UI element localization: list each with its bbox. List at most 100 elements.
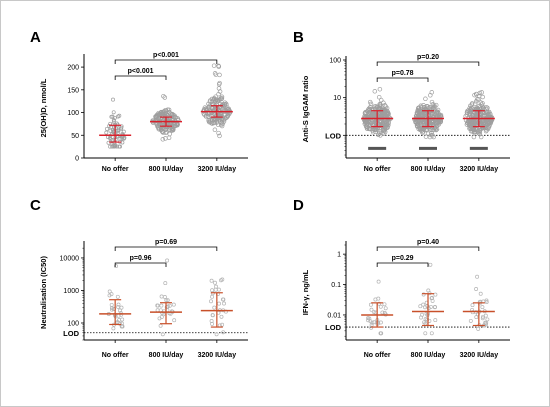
data-point: [209, 99, 215, 104]
data-point: [372, 89, 378, 94]
data-point: [108, 128, 113, 133]
significance-bracket: [376, 77, 429, 82]
data-point: [432, 125, 438, 130]
below-lod-points: [368, 146, 387, 150]
data-point: [480, 104, 486, 110]
data-point: [478, 134, 484, 140]
below-lod-points: [419, 146, 437, 150]
data-point: [116, 128, 121, 133]
p-value-label: p<0.001: [128, 68, 154, 75]
panel-b: B 10 100 Anti-S IgGAM ratio LOD No offer 800 I…: [293, 29, 510, 173]
data-point: [163, 281, 168, 286]
data-point: [383, 306, 388, 311]
data-point: [429, 130, 434, 136]
data-point: [159, 129, 165, 134]
data-point: [120, 317, 125, 322]
y-tick-label: 0.1: [331, 282, 341, 289]
data-point: [415, 124, 420, 129]
data-point: [480, 94, 485, 100]
data-point: [212, 305, 217, 310]
data-point: [226, 106, 231, 111]
data-point: [216, 64, 222, 69]
data-point: [385, 110, 390, 116]
data-point: [382, 103, 388, 108]
data-point: [109, 114, 114, 119]
data-point: [117, 144, 122, 149]
data-point: [477, 90, 483, 96]
data-point: [376, 132, 381, 138]
data-point: [480, 125, 485, 130]
data-point: [478, 291, 483, 296]
data-point: [154, 112, 160, 118]
y-tick-label: 150: [67, 87, 79, 94]
data-point: [489, 117, 495, 122]
data-point: [220, 322, 225, 327]
data-point: [111, 118, 116, 123]
data-point: [423, 331, 428, 336]
data-point: [373, 127, 378, 132]
panel-letter: B: [293, 29, 304, 46]
x-category-label: 3200 IU/day: [460, 352, 499, 359]
data-point: [428, 262, 433, 267]
y-tick-label: 100: [329, 58, 341, 65]
data-point: [418, 104, 424, 110]
data-point: [210, 321, 215, 326]
data-point: [209, 96, 215, 102]
data-point: [116, 126, 121, 131]
data-point: [216, 82, 222, 87]
panel-c: C 100 1000 10000 Neutralisation (IC50) LOD No …: [30, 197, 248, 359]
data-point: [107, 293, 112, 298]
p-value-label: p=0.20: [417, 54, 439, 61]
data-point: [483, 128, 489, 134]
data-point: [158, 323, 163, 328]
data-point: [213, 94, 218, 99]
p-value-label: p=0.29: [392, 255, 414, 262]
data-point: [216, 287, 221, 292]
data-point: [368, 109, 373, 115]
p-value-label: p=0.69: [155, 239, 177, 246]
data-point: [467, 121, 473, 126]
data-point: [155, 308, 160, 313]
data-point: [418, 304, 423, 309]
data-point: [214, 97, 220, 102]
data-point: [438, 119, 443, 125]
data-point: [468, 103, 473, 108]
data-point: [426, 306, 431, 311]
p-value-label: p=0.40: [417, 239, 439, 246]
data-point: [164, 298, 169, 303]
data-point: [423, 305, 427, 310]
data-point: [421, 292, 426, 297]
data-point: [438, 113, 443, 119]
data-point: [362, 110, 368, 116]
data-point: [427, 134, 433, 140]
data-point: [376, 279, 381, 284]
data-point: [470, 303, 475, 308]
data-point: [417, 110, 422, 115]
data-point: [378, 128, 384, 134]
data-point: [480, 316, 485, 321]
y-tick-label: 50: [71, 133, 79, 140]
data-point: [414, 121, 420, 126]
data-point: [364, 126, 370, 131]
data-point: [422, 320, 427, 325]
data-point: [380, 310, 385, 315]
data-point: [153, 115, 159, 120]
data-point: [119, 305, 124, 310]
data-point: [366, 316, 371, 321]
x-category-label: No offer: [102, 166, 129, 173]
panel-letter: A: [30, 29, 41, 46]
y-axis-label: IFN-γ, ng/mL: [301, 269, 310, 315]
data-point: [217, 97, 222, 103]
data-point: [367, 99, 373, 105]
data-point: [161, 93, 166, 99]
data-point: [433, 318, 438, 323]
data-point: [214, 284, 218, 289]
data-point: [159, 303, 164, 308]
lod-label: LOD: [325, 131, 341, 140]
data-point: [158, 308, 163, 313]
y-tick-label: 100: [67, 110, 79, 117]
x-category-label: No offer: [102, 352, 129, 359]
data-point: [419, 315, 423, 320]
data-point: [167, 131, 172, 137]
panel-letter: C: [30, 197, 41, 214]
